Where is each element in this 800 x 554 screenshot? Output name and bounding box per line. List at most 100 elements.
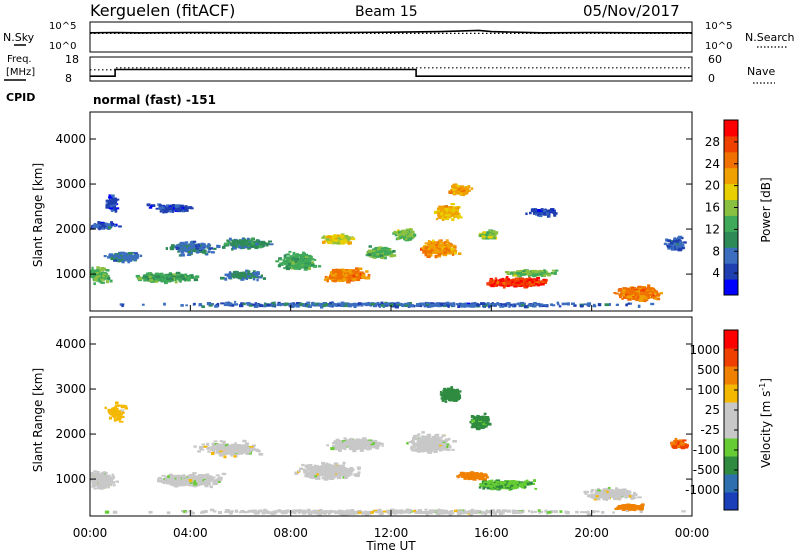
power-cell-2221	[405, 237, 408, 241]
power-cell-2630	[435, 218, 439, 221]
power-cell-4573	[329, 304, 332, 308]
freq-tick-bottom: 8	[65, 72, 72, 85]
power-cell-202	[113, 258, 117, 262]
velocity-cell-245	[104, 406, 107, 410]
velocity-cell-207	[102, 474, 106, 477]
power-cell-801	[162, 211, 165, 214]
power-cell-4520	[505, 302, 510, 305]
power-cell-2324	[429, 254, 433, 257]
power-cell-1365	[297, 258, 302, 261]
power-cell-826	[184, 208, 189, 212]
power-cell-2540	[444, 250, 448, 254]
power-cell-4298	[408, 302, 413, 304]
velocity-cell-265	[121, 411, 125, 414]
power-cell-4640	[307, 305, 312, 308]
power-cell-1713	[344, 273, 349, 277]
power-cell-4227	[320, 305, 324, 309]
power-cell-4091	[665, 238, 669, 242]
power-cell-4488	[484, 303, 487, 306]
power-cell-1885	[337, 234, 341, 238]
power-cell-2174	[395, 237, 399, 241]
power-cell-1850	[323, 235, 326, 239]
power-cell-1291	[308, 266, 311, 270]
power-cell-561	[143, 279, 147, 282]
power-cell-1683	[340, 275, 345, 278]
power-cell-4366	[627, 302, 630, 305]
power-cell-128	[90, 272, 94, 275]
power-cell-2047	[383, 252, 388, 256]
power-cell-1312	[317, 265, 322, 268]
power-cell-310	[107, 199, 113, 202]
power-cell-4591	[325, 303, 329, 307]
power-cell-4317	[180, 304, 184, 307]
freq-series-group	[90, 67, 692, 77]
power-cell-307	[112, 201, 117, 205]
power-cell-3481	[550, 272, 554, 275]
power-cell-4007	[637, 286, 642, 289]
power-cell-131	[90, 270, 95, 273]
power-cell-113	[107, 276, 111, 280]
power-cell-1175	[292, 251, 296, 255]
power-cell-205	[118, 254, 123, 258]
power-cell-534	[186, 278, 190, 282]
power-cell-1692	[349, 271, 353, 274]
power-cell-578	[154, 280, 159, 283]
power-cell-832	[171, 207, 175, 210]
power-cell-3348	[500, 279, 503, 283]
power-cell-2487	[450, 250, 454, 253]
power-cell-3995	[626, 295, 631, 298]
power-cell-1093	[224, 277, 228, 281]
power-cell-27	[105, 269, 110, 272]
power-cell-2067	[389, 255, 394, 258]
power-cell-4042	[628, 295, 633, 298]
power-cell-504	[172, 273, 177, 276]
power-cell-4094	[670, 247, 676, 251]
power-cell-4043	[645, 290, 650, 294]
power-cell-3696	[656, 297, 661, 301]
velocity-cell-129	[90, 474, 94, 478]
power-cell-855	[176, 208, 180, 211]
power-cell-4557	[315, 302, 320, 306]
power-cell-3602	[521, 271, 526, 275]
power-cell-1364	[291, 259, 295, 263]
power-cell-1026	[233, 240, 238, 244]
power-cell-2451	[435, 247, 439, 251]
power-cell-983	[259, 243, 263, 246]
power-cell-4102	[673, 237, 679, 240]
power-cell-2337	[437, 252, 441, 256]
power-cell-96	[101, 281, 105, 284]
power-cell-2074	[369, 255, 373, 258]
power-cell-2529	[428, 251, 433, 254]
power-cell-4615	[394, 305, 399, 309]
power-cell-811	[148, 206, 153, 209]
power-cell-2541	[435, 244, 439, 247]
power-cell-1001	[268, 243, 274, 246]
power-cell-1157	[238, 276, 242, 280]
power-cell-882	[247, 247, 250, 250]
power-cell-3007	[485, 234, 488, 238]
power-cell-771	[202, 249, 206, 253]
power-cell-743	[187, 248, 190, 251]
velocity-cell-258	[109, 409, 113, 413]
power-cell-2081	[384, 246, 388, 250]
power-cell-3138	[518, 283, 523, 288]
power-cell-4462	[583, 303, 588, 306]
power-cell-2733	[437, 216, 441, 219]
power-cell-144	[130, 251, 135, 254]
power-cell-1278	[288, 258, 292, 262]
power-cell-4105	[668, 242, 672, 245]
power-cell-116	[104, 274, 107, 277]
power-cell-303	[112, 206, 116, 209]
power-cell-2211	[406, 235, 411, 238]
power-cell-2752	[444, 216, 447, 219]
power-cell-1913	[337, 237, 342, 240]
power-cell-720	[179, 241, 185, 245]
power-cell-1920	[331, 238, 336, 242]
power-cell-197	[127, 252, 133, 255]
power-cell-3610	[531, 269, 537, 273]
power-cell-1841	[330, 236, 336, 239]
power-cell-2771	[454, 210, 458, 215]
power-cell-4504	[369, 303, 374, 306]
power-cell-3148	[542, 278, 547, 282]
freq-label-1: Freq.	[7, 54, 32, 65]
